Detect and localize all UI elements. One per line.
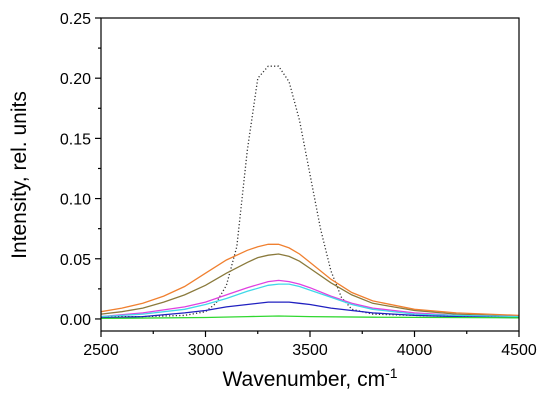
- axes-layer: [100, 17, 520, 332]
- series-line-4: [100, 279, 520, 318]
- x-tick-label: 4500: [501, 342, 537, 359]
- y-axis-title: Intensity, rel. units: [8, 91, 31, 259]
- series-line-5: [100, 283, 520, 318]
- series-line-6: [100, 301, 520, 319]
- series-line-2: [100, 243, 520, 317]
- series-layer: [100, 65, 520, 320]
- x-axis-title: Wavenumber, cm-1: [222, 365, 397, 391]
- y-tick-label: 0.20: [60, 71, 91, 88]
- y-tick-label: 0.05: [60, 252, 91, 269]
- x-axis-title-text: Wavenumber, cm: [222, 368, 385, 391]
- x-tick-label: 2500: [83, 342, 119, 359]
- plot-frame: [100, 17, 520, 332]
- series-line-1: [101, 65, 519, 318]
- x-axis-title-superscript: -1: [385, 365, 398, 381]
- x-tick-label: 4000: [397, 342, 433, 359]
- series-line-3: [100, 253, 520, 318]
- y-tick-label: 0.15: [60, 131, 91, 148]
- y-tick-label: 0.25: [60, 11, 91, 28]
- series-line-7: [100, 315, 520, 320]
- x-tick-label: 3500: [292, 342, 328, 359]
- ticks-layer: 2500 3000 3500 4000 4500 0.00 0.05 0.10 0.15 0.20…: [60, 11, 537, 359]
- y-tick-label: 0.10: [60, 192, 91, 209]
- y-tick-label: 0.00: [60, 312, 91, 329]
- x-tick-label: 3000: [188, 342, 224, 359]
